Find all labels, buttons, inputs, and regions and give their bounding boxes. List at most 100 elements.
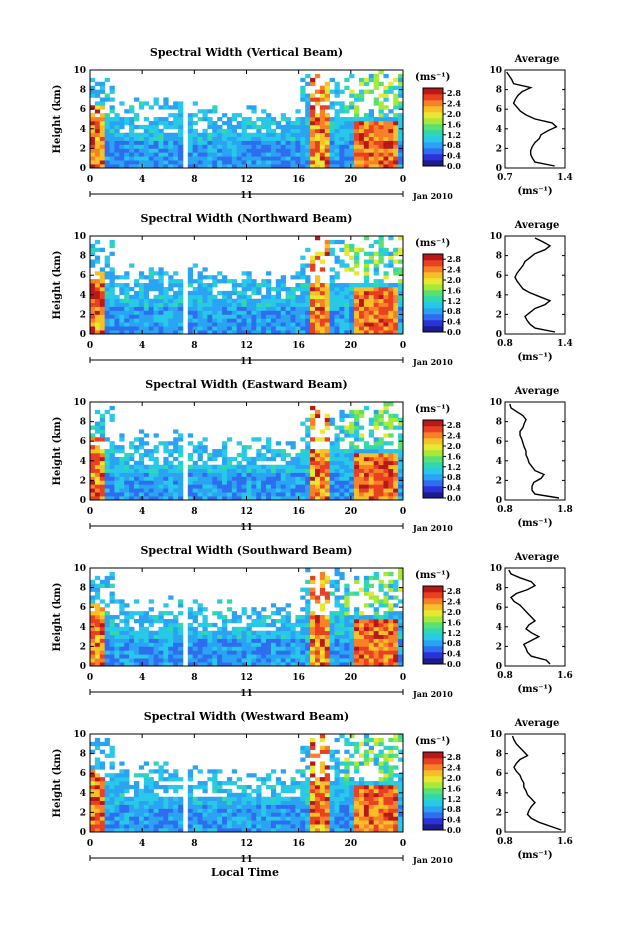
heatmap-cell [217, 781, 223, 786]
heatmap-cell [349, 433, 355, 438]
heatmap-cell [334, 425, 340, 430]
heatmap-cell [334, 468, 340, 473]
heatmap-cell [222, 654, 228, 659]
heatmap-cell [339, 286, 345, 292]
heatmap-cell [275, 164, 282, 169]
heatmap-cell [104, 626, 110, 632]
heatmap-cell [368, 484, 375, 489]
heatmap-cell [319, 326, 326, 331]
heatmap-cell [90, 741, 96, 747]
heatmap-cell [280, 638, 286, 643]
heatmap-cell [295, 658, 301, 663]
heatmap-cell [368, 591, 375, 596]
heatmap-cell [339, 152, 345, 157]
heatmap-cell [290, 160, 296, 165]
heatmap-cell [280, 456, 286, 462]
average-x-tick-label: 1.8 [557, 505, 573, 515]
heatmap-cell [290, 638, 296, 643]
heatmap-cell [163, 468, 169, 473]
heatmap-cell [270, 132, 277, 137]
heatmap-cell [266, 441, 272, 446]
heatmap-cell [295, 152, 301, 157]
heatmap-cell [324, 128, 330, 134]
x-tick-label: 0 [400, 507, 406, 517]
heatmap-cell [324, 765, 330, 770]
heatmap-cell [207, 298, 213, 303]
heatmap-cell [334, 109, 340, 114]
heatmap-cell [251, 105, 257, 110]
average-x-tick-label: 0.8 [497, 505, 513, 515]
heatmap-cell [134, 117, 140, 122]
heatmap-cell [373, 140, 379, 145]
heatmap-cell [398, 587, 404, 592]
heatmap-cell [368, 417, 375, 422]
heatmap-cell [334, 330, 340, 335]
heatmap-cell [275, 800, 282, 805]
heatmap-cell [373, 630, 379, 635]
heatmap-cell [119, 117, 125, 122]
heatmap-cell [378, 120, 384, 126]
heatmap-cell [143, 630, 150, 635]
colorbar-tick-label: 0.8 [447, 638, 461, 648]
heatmap-cell [124, 769, 130, 774]
heatmap-cell [124, 164, 130, 169]
heatmap-cell [197, 642, 203, 647]
heatmap-cell [310, 646, 316, 651]
heatmap-cell [143, 330, 150, 335]
heatmap-cell [119, 808, 125, 813]
heatmap-cell [246, 120, 252, 126]
heatmap-cell [280, 140, 286, 145]
heatmap-cell [99, 784, 106, 790]
heatmap-cell [270, 642, 277, 647]
heatmap-cell [324, 120, 330, 126]
heatmap-cell [319, 622, 326, 628]
heatmap-cell [300, 769, 306, 774]
heatmap-cell [178, 626, 184, 632]
heatmap-cell [148, 330, 154, 335]
heatmap-cell [148, 800, 154, 805]
heatmap-cell [256, 654, 262, 659]
heatmap-cell [173, 800, 179, 805]
heatmap-cell [300, 488, 306, 493]
heatmap-cell [310, 330, 316, 335]
heatmap-cell [187, 326, 194, 331]
heatmap-cell [192, 152, 198, 157]
heatmap-cell [246, 808, 252, 813]
heatmap-cell [251, 330, 257, 335]
heatmap-cell [310, 816, 316, 821]
heatmap-cell [236, 310, 242, 315]
heatmap-cell [285, 286, 291, 292]
heatmap-cell [143, 132, 150, 137]
heatmap-cell [246, 156, 252, 161]
heatmap-cell [197, 622, 203, 628]
heatmap-cell [256, 646, 262, 651]
heatmap-cell [178, 824, 184, 829]
heatmap-cell [90, 615, 96, 620]
heatmap-cell [314, 468, 321, 473]
heatmap-cell [363, 658, 370, 663]
heatmap-cell [398, 492, 404, 497]
heatmap-cell [143, 800, 150, 805]
heatmap-cell [197, 314, 203, 319]
heatmap-cell [212, 128, 218, 134]
heatmap-cell [168, 626, 174, 632]
heatmap-cell [212, 144, 218, 149]
heatmap-cell [280, 496, 286, 501]
heatmap-cell [99, 599, 106, 604]
heatmap-cell [261, 120, 267, 126]
heatmap-cell [178, 156, 184, 161]
heatmap-cell [324, 808, 330, 813]
heatmap-cell [373, 160, 379, 165]
heatmap-cell [173, 294, 179, 300]
heatmap-cell [173, 820, 179, 825]
heatmap-cell [109, 753, 115, 758]
heatmap-cell [246, 464, 252, 469]
heatmap-cell [231, 117, 238, 122]
heatmap-cell [212, 160, 218, 165]
heatmap-cell [285, 148, 291, 153]
heatmap-cell [158, 267, 164, 272]
heatmap-cell [363, 310, 370, 315]
heatmap-cell [207, 642, 213, 647]
heatmap-cell [275, 496, 282, 501]
heatmap-cell [119, 792, 125, 798]
